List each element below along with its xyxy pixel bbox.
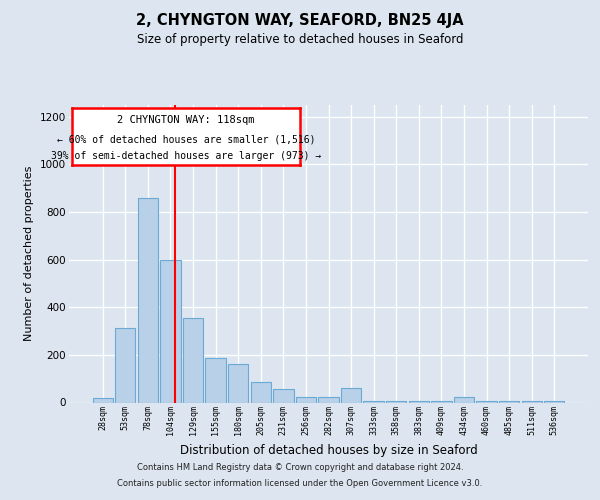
- Text: Contains public sector information licensed under the Open Government Licence v3: Contains public sector information licen…: [118, 478, 482, 488]
- X-axis label: Distribution of detached houses by size in Seaford: Distribution of detached houses by size …: [179, 444, 478, 456]
- Bar: [205, 358, 226, 403]
- Text: 39% of semi-detached houses are larger (973) →: 39% of semi-detached houses are larger (…: [51, 152, 321, 162]
- Bar: [454, 396, 474, 402]
- Text: 2, CHYNGTON WAY, SEAFORD, BN25 4JA: 2, CHYNGTON WAY, SEAFORD, BN25 4JA: [136, 12, 464, 28]
- Bar: [92, 398, 113, 402]
- Bar: [319, 396, 338, 402]
- Bar: [341, 388, 361, 402]
- Bar: [183, 318, 203, 402]
- Text: Contains HM Land Registry data © Crown copyright and database right 2024.: Contains HM Land Registry data © Crown c…: [137, 464, 463, 472]
- Text: ← 60% of detached houses are smaller (1,516): ← 60% of detached houses are smaller (1,…: [57, 134, 315, 144]
- Text: 2 CHYNGTON WAY: 118sqm: 2 CHYNGTON WAY: 118sqm: [117, 115, 255, 125]
- Bar: [228, 364, 248, 403]
- Bar: [296, 396, 316, 402]
- Bar: [273, 390, 293, 402]
- Text: Size of property relative to detached houses in Seaford: Size of property relative to detached ho…: [137, 32, 463, 46]
- Bar: [115, 328, 136, 402]
- Bar: [160, 260, 181, 402]
- Y-axis label: Number of detached properties: Number of detached properties: [25, 166, 34, 342]
- Bar: [251, 382, 271, 402]
- Bar: [138, 198, 158, 402]
